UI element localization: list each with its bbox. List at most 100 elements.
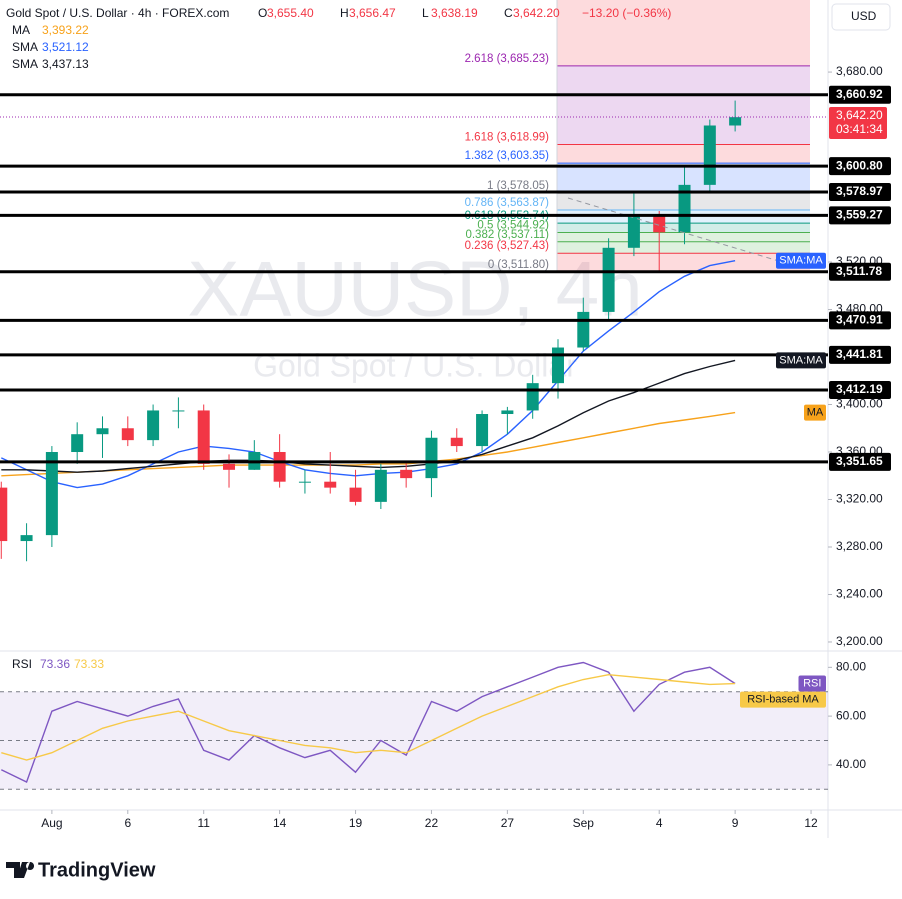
candle-body [703, 125, 716, 185]
series-tag-bg [776, 252, 826, 269]
level-badge [829, 381, 891, 400]
legend-name: MA [12, 23, 30, 37]
candle-body [223, 463, 236, 470]
candle-body [729, 117, 742, 126]
level-label: 3,600.80 [836, 158, 883, 172]
x-tick-label: 22 [425, 816, 439, 830]
candle-body [678, 184, 691, 233]
series-tag: SMA:MA [779, 255, 823, 267]
legend-value: 3,521.12 [42, 40, 89, 54]
level-badge [829, 157, 891, 176]
watermark-name: Gold Spot / U.S. Dollar [253, 347, 577, 383]
candle-body [324, 481, 337, 488]
candle-body [653, 214, 666, 233]
fib-zone [557, 65, 810, 145]
level-label: 3,660.92 [836, 87, 883, 101]
candle-body [526, 383, 539, 411]
fib-zone [557, 144, 810, 164]
candle-body [197, 410, 210, 464]
x-tick-label: Sep [573, 816, 595, 830]
candle-body [551, 347, 564, 384]
series-tag-bg [804, 404, 826, 421]
x-tick-label: 14 [273, 816, 287, 830]
level-label: 3,578.97 [836, 184, 883, 198]
candle-body [298, 481, 311, 483]
fib-zone [557, 0, 810, 66]
level-badge [829, 262, 891, 281]
change: −13.20 (−0.36%) [582, 6, 671, 20]
candle-body [425, 437, 438, 479]
fib-zone [557, 232, 810, 242]
countdown: 03:41:34 [836, 122, 883, 136]
candle-body [0, 487, 8, 542]
y-tick-label: 3,400.00 [836, 397, 883, 411]
ohlc-key: C [504, 6, 513, 20]
rsi-tick-label: 40.00 [836, 757, 866, 771]
last-price-badge [829, 106, 887, 139]
level-badge [829, 183, 891, 202]
rsi-line [1, 673, 736, 761]
candle-body [71, 434, 84, 453]
ma-line [1, 411, 736, 477]
fib-zone [557, 253, 810, 272]
ohlc-key: L [422, 6, 429, 20]
candle-body [45, 452, 58, 536]
rsi-title: RSI [12, 657, 32, 671]
candle-body [627, 214, 640, 248]
ohlc-key: H [340, 6, 349, 20]
legend-name: SMA [12, 57, 38, 71]
rsi-line [0, 661, 736, 783]
rsi-legend-value: 73.33 [74, 657, 104, 671]
fib-label: 0.382 (3,537.11) [465, 229, 549, 241]
ohlc-value: 3,642.20 [513, 6, 560, 20]
candle-body [273, 452, 286, 482]
trend-line [567, 197, 783, 263]
candle-body [20, 535, 33, 542]
logo: TradingView [6, 859, 156, 881]
legend: Gold Spot / U.S. Dollar · 4h · FOREX.com… [6, 6, 671, 71]
fib-label: 1.382 (3,603.35) [465, 150, 550, 162]
candle-body [349, 487, 362, 502]
main-layer [0, 100, 742, 562]
candle-body [476, 414, 489, 447]
level-badge [829, 85, 891, 104]
level-label: 3,412.19 [836, 382, 883, 396]
fib-zone [557, 241, 810, 254]
level-label: 3,441.81 [836, 347, 883, 361]
y-tick-label: 3,200.00 [836, 634, 883, 648]
x-tick-label: 4 [656, 816, 663, 830]
ohlc-value: 3,638.19 [431, 6, 478, 20]
rsi-tick-label: 80.00 [836, 660, 866, 674]
logo-text: TradingView [38, 859, 156, 881]
legend-value: 3,437.13 [42, 57, 89, 71]
ma-line [1, 260, 736, 489]
x-tick-label: 12 [804, 816, 818, 830]
ohlc-value: 3,655.40 [267, 6, 314, 20]
candle-body [374, 469, 387, 502]
level-badge [829, 452, 891, 471]
currency: USD [851, 9, 877, 23]
level-badge [829, 311, 891, 330]
fib-label: 0.5 (3,544.92) [477, 219, 549, 231]
candle-body [172, 410, 185, 412]
y-tick-label: 3,240.00 [836, 587, 883, 601]
candle-body [450, 437, 463, 447]
level-badge [829, 206, 891, 225]
ohlc-value: 3,656.47 [349, 6, 396, 20]
currency-button[interactable] [831, 3, 891, 31]
fib-label: 0 (3,511.80) [488, 259, 549, 271]
x-tick-label: 27 [501, 816, 515, 830]
x-tick-label: 6 [124, 816, 131, 830]
last-price-label: 3,642.20 [836, 108, 883, 122]
rsi-legend-value: 73.36 [40, 657, 70, 671]
rsi-tag-bg [740, 691, 826, 708]
series-tag: SMA:MA [779, 354, 823, 366]
y-tick-label: 3,280.00 [836, 539, 883, 553]
y-tick-label: 3,680.00 [836, 64, 883, 78]
legend-name: SMA [12, 40, 38, 54]
series-tag: MA [807, 406, 824, 418]
candle-body [602, 247, 615, 312]
rsi-band [0, 691, 828, 790]
candle-body [577, 311, 590, 348]
